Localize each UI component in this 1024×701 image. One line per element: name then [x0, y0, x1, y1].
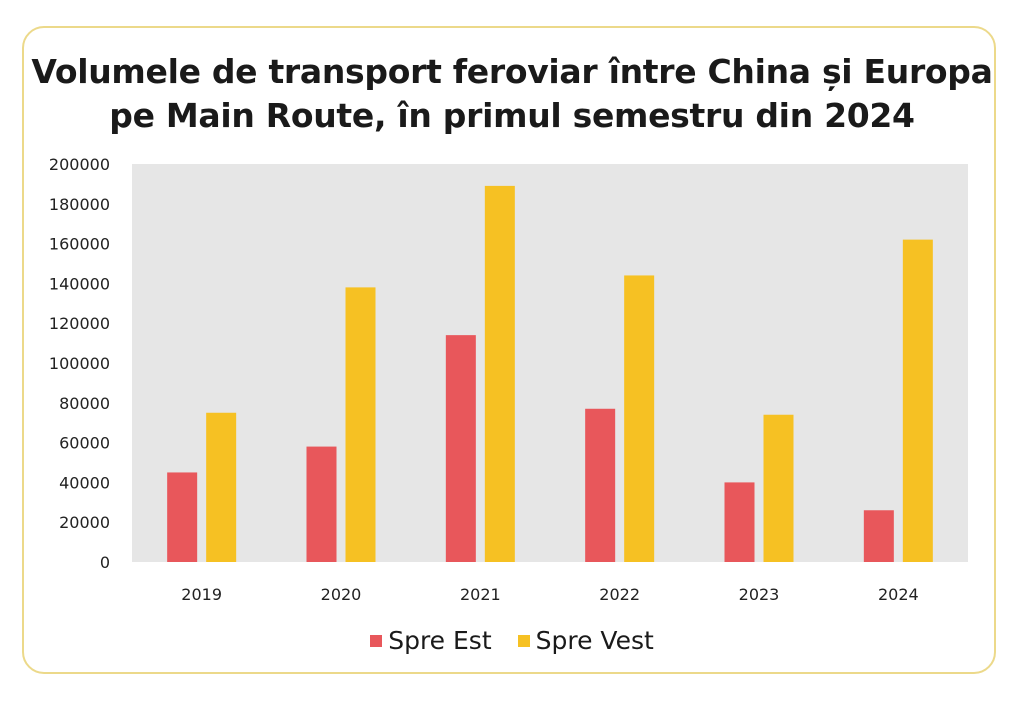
bar-spre-vest-2020	[345, 287, 376, 562]
chart-title-line-1: Volumele de transport feroviar între Chi…	[31, 52, 993, 91]
bar-spre-vest-2023	[763, 414, 794, 562]
legend-swatch-spre-vest	[517, 634, 530, 647]
x-tick-label: 2021	[460, 585, 501, 604]
bar-spre-est-2023	[724, 482, 755, 562]
bar-spre-est-2024	[863, 510, 894, 562]
y-tick-label: 80000	[59, 394, 110, 413]
y-tick-label: 180000	[49, 195, 110, 214]
chart-title-line-2: pe Main Route, în primul semestru din 20…	[109, 96, 915, 135]
bar-spre-vest-2021	[484, 185, 515, 562]
bar-spre-est-2019	[167, 472, 198, 562]
bar-spre-est-2020	[306, 446, 337, 562]
bar-spre-est-2021	[445, 335, 476, 562]
y-tick-label: 0	[100, 553, 110, 572]
bar-spre-vest-2024	[902, 239, 933, 562]
bar-spre-vest-2019	[206, 412, 237, 562]
chart-title: Volumele de transport feroviar între Chi…	[0, 50, 1024, 138]
y-tick-label: 40000	[59, 473, 110, 492]
y-tick-label: 160000	[49, 235, 110, 254]
x-tick-label: 2019	[181, 585, 222, 604]
bar-spre-est-2022	[585, 408, 616, 562]
y-tick-label: 60000	[59, 434, 110, 453]
y-tick-label: 200000	[49, 155, 110, 174]
x-tick-label: 2023	[739, 585, 780, 604]
y-tick-label: 100000	[49, 354, 110, 373]
legend-label-spre-vest: Spre Vest	[535, 626, 654, 655]
legend-label-spre-est: Spre Est	[388, 626, 492, 655]
legend-swatch-spre-est	[370, 634, 383, 647]
legend-item-spre-est: Spre Est	[370, 626, 492, 655]
legend-item-spre-vest: Spre Vest	[517, 626, 654, 655]
y-tick-label: 20000	[59, 513, 110, 532]
x-tick-label: 2022	[599, 585, 640, 604]
x-tick-label: 2020	[321, 585, 362, 604]
bar-spre-vest-2022	[624, 275, 655, 562]
y-tick-label: 120000	[49, 314, 110, 333]
chart-legend: Spre Est Spre Vest	[0, 626, 1024, 655]
x-tick-label: 2024	[878, 585, 919, 604]
y-tick-label: 140000	[49, 274, 110, 293]
plot-area	[132, 164, 968, 562]
